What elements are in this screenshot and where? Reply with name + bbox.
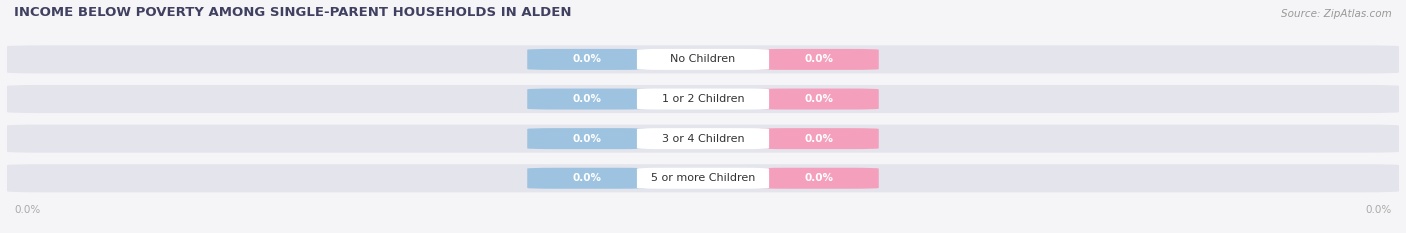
Text: 0.0%: 0.0% [804,94,834,104]
Text: 0.0%: 0.0% [572,55,602,64]
Text: 3 or 4 Children: 3 or 4 Children [662,134,744,144]
FancyBboxPatch shape [7,45,1399,73]
FancyBboxPatch shape [637,128,769,149]
FancyBboxPatch shape [527,89,647,110]
FancyBboxPatch shape [637,49,769,70]
Text: No Children: No Children [671,55,735,64]
Text: 0.0%: 0.0% [804,55,834,64]
FancyBboxPatch shape [527,128,647,149]
Text: INCOME BELOW POVERTY AMONG SINGLE-PARENT HOUSEHOLDS IN ALDEN: INCOME BELOW POVERTY AMONG SINGLE-PARENT… [14,6,572,19]
FancyBboxPatch shape [759,168,879,189]
Text: 0.0%: 0.0% [572,134,602,144]
Text: 5 or more Children: 5 or more Children [651,173,755,183]
Text: 0.0%: 0.0% [14,205,41,215]
Text: 0.0%: 0.0% [1365,205,1392,215]
FancyBboxPatch shape [527,49,647,70]
FancyBboxPatch shape [637,89,769,110]
FancyBboxPatch shape [7,85,1399,113]
FancyBboxPatch shape [637,168,769,189]
FancyBboxPatch shape [7,125,1399,153]
FancyBboxPatch shape [759,89,879,110]
FancyBboxPatch shape [759,49,879,70]
Text: Source: ZipAtlas.com: Source: ZipAtlas.com [1281,9,1392,19]
Text: 0.0%: 0.0% [804,173,834,183]
FancyBboxPatch shape [527,168,647,189]
Text: 0.0%: 0.0% [572,173,602,183]
Text: 1 or 2 Children: 1 or 2 Children [662,94,744,104]
Text: 0.0%: 0.0% [804,134,834,144]
FancyBboxPatch shape [7,164,1399,192]
Text: 0.0%: 0.0% [572,94,602,104]
FancyBboxPatch shape [759,128,879,149]
